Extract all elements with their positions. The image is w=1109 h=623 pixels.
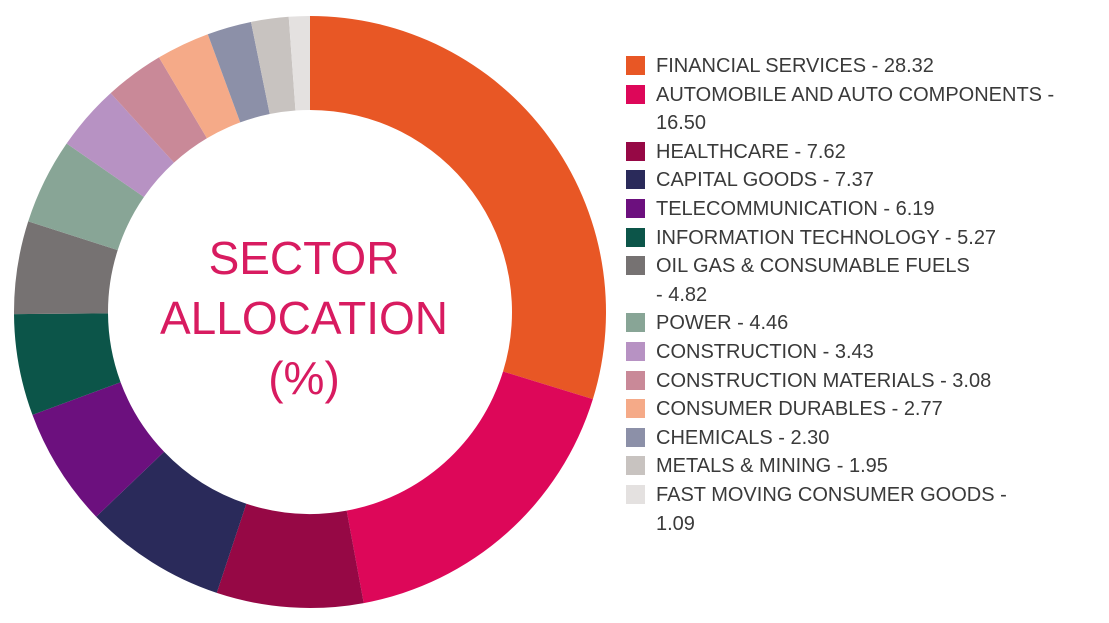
pie-slice-construction [66, 93, 174, 198]
pie-slice-healthcare [216, 503, 364, 608]
chart-legend: FINANCIAL SERVICES - 28.32 AUTOMOBILE AND… [626, 52, 1096, 538]
legend-item: TELECOMMUNICATION - 6.19 [626, 195, 1096, 224]
legend-label: TELECOMMUNICATION - 6.19 [656, 197, 935, 220]
pie-slice-consumer-durables [158, 34, 241, 139]
legend-item: POWER - 4.46 [626, 309, 1096, 338]
legend-swatch [626, 456, 645, 476]
legend-swatch [626, 484, 645, 504]
legend-label: AUTOMOBILE AND AUTO COMPONENTS - [656, 83, 1055, 106]
legend-swatch [626, 427, 645, 447]
legend-label: 1.09 [656, 512, 695, 535]
legend-swatch [626, 56, 645, 75]
legend-swatch [626, 141, 645, 161]
pie-slice-automobile-and-auto-components [346, 371, 593, 604]
legend-label: CHEMICALS - 2.30 [656, 426, 830, 449]
pie-slice-telecommunication [32, 382, 165, 517]
legend-label: INFORMATION TECHNOLOGY - 5.27 [656, 226, 997, 249]
legend-label: FINANCIAL SERVICES - 28.32 [656, 55, 934, 77]
chart-title-line-1: SECTOR [208, 232, 400, 284]
legend-item: METALS & MINING - 1.95 [626, 452, 1096, 481]
pie-slice-metals-mining [250, 16, 296, 115]
legend-label: 16.50 [656, 112, 707, 135]
legend-label: METALS & MINING - 1.95 [656, 455, 888, 478]
legend-label: CONSTRUCTION - 3.43 [656, 340, 874, 363]
legend-item: AUTOMOBILE AND AUTO COMPONENTS - 16.50 [626, 81, 1096, 138]
legend-label: OIL GAS & CONSUMABLE FUELS [656, 255, 970, 278]
chart-title: SECTOR ALLOCATION (%) [150, 228, 458, 408]
legend-item: CONSUMER DURABLES - 2.77 [626, 395, 1096, 424]
pie-slice-oil-gas-consumable-fuels [14, 221, 118, 315]
donut-chart [14, 16, 607, 608]
legend-item: HEALTHCARE - 7.62 [626, 138, 1096, 167]
legend-item: OIL GAS & CONSUMABLE FUELS - 4.82 [626, 252, 1096, 309]
legend-swatch [626, 170, 645, 190]
legend-label: CONSTRUCTION MATERIALS - 3.08 [656, 369, 992, 392]
pie-slice-construction-materials [110, 57, 207, 163]
legend-item: INFORMATION TECHNOLOGY - 5.27 [626, 224, 1096, 253]
legend-swatch [626, 227, 645, 247]
legend-swatch [626, 84, 645, 104]
legend-label: - 4.82 [656, 283, 708, 306]
chart-title-line-3: (%) [268, 352, 340, 404]
legend-label: CONSUMER DURABLES - 2.77 [656, 398, 943, 421]
pie-slice-fast-moving-consumer-goods [288, 16, 310, 111]
legend-label: CAPITAL GOODS - 7.37 [656, 169, 874, 192]
legend-swatch [626, 370, 645, 390]
legend-item: CAPITAL GOODS - 7.37 [626, 166, 1096, 195]
legend-item: CONSTRUCTION - 3.43 [626, 338, 1096, 367]
legend-item: FINANCIAL SERVICES - 28.32 [626, 52, 1096, 81]
legend-label: POWER - 4.46 [656, 312, 789, 335]
legend-label: HEALTHCARE - 7.62 [656, 140, 846, 163]
legend-item: CONSTRUCTION MATERIALS - 3.08 [626, 367, 1096, 396]
pie-slice-power [28, 143, 144, 251]
pie-slice-chemicals [207, 21, 270, 123]
legend-label: FAST MOVING CONSUMER GOODS - [656, 483, 1007, 506]
legend-swatch [626, 399, 645, 419]
legend-item: FAST MOVING CONSUMER GOODS - 1.09 [626, 481, 1096, 538]
legend-swatch [626, 198, 645, 218]
chart-title-line-2: ALLOCATION [160, 292, 448, 344]
legend-swatch [626, 256, 645, 276]
legend-swatch [626, 341, 645, 361]
pie-slice-capital-goods [96, 451, 247, 593]
legend-swatch [626, 313, 645, 333]
pie-slice-information-technology [14, 313, 121, 415]
legend-item: CHEMICALS - 2.30 [626, 424, 1096, 453]
pie-slice-financial-services [310, 16, 607, 400]
